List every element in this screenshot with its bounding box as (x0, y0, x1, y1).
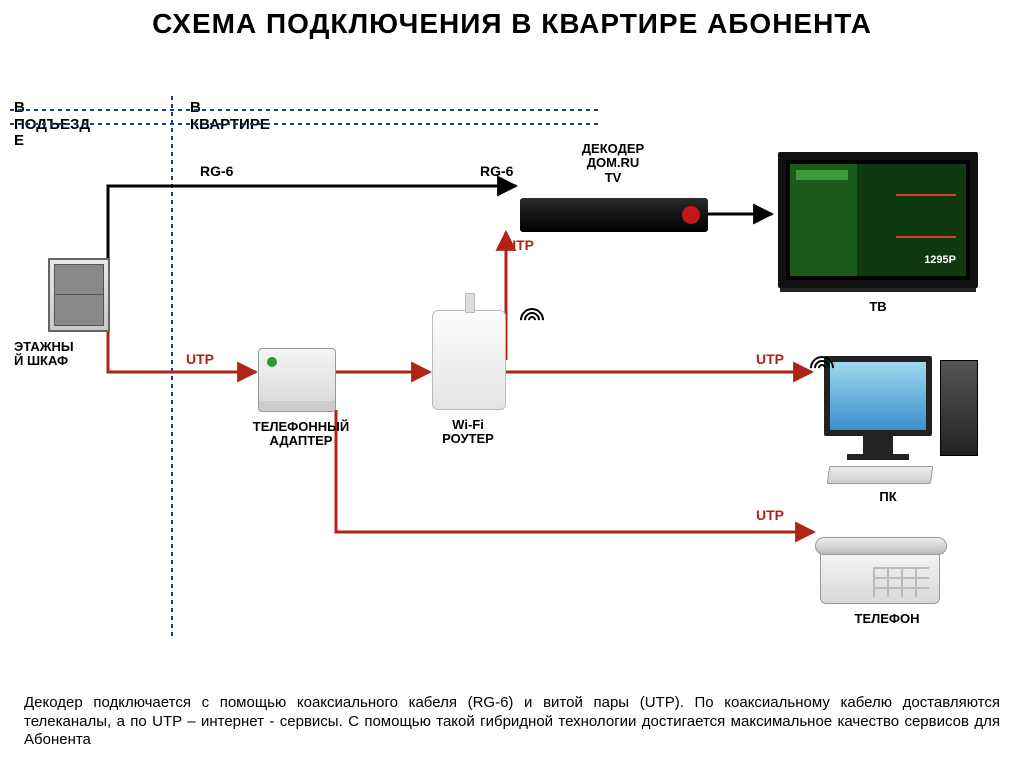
svg-text:UTP: UTP (186, 351, 214, 367)
floor-cabinet-label: ЭТАЖНЫ Й ШКАФ (14, 340, 124, 369)
pc-device (824, 356, 932, 460)
svg-text:RG-6: RG-6 (480, 163, 514, 179)
svg-text:RG-6: RG-6 (200, 163, 234, 179)
decoder-box (520, 198, 708, 232)
decoder-box-label: ДЕКОДЕР ДОМ.RU TV (548, 142, 678, 185)
description-text: Декодер подключается с помощью коаксиаль… (24, 694, 1000, 750)
wifi-icon (510, 298, 536, 324)
svg-text:UTP: UTP (756, 351, 784, 367)
phone-device (820, 546, 940, 604)
tv-device: 1295Р (778, 152, 978, 288)
phone-label: ТЕЛЕФОН (842, 612, 932, 626)
svg-text:UTP: UTP (506, 237, 534, 253)
pc-label: ПК (868, 490, 908, 504)
svg-text:UTP: UTP (756, 507, 784, 523)
floor-cabinet (48, 258, 110, 332)
wifi-router-label: Wi-Fi РОУТЕР (418, 418, 518, 447)
wifi-router (432, 310, 506, 410)
phone-adapter-label: ТЕЛЕФОННЫЙ АДАПТЕР (236, 420, 366, 449)
tv-price: 1295Р (924, 254, 956, 266)
tv-label: ТВ (858, 300, 898, 314)
page-title: СХЕМА ПОДКЛЮЧЕНИЯ В КВАРТИРЕ АБОНЕНТА (0, 0, 1024, 44)
wifi-icon (800, 346, 826, 372)
zone-entrance-label: В ПОДЪЕЗД Е (14, 100, 90, 150)
zone-apartment-label: В КВАРТИРЕ (190, 100, 270, 133)
phone-adapter (258, 348, 336, 412)
